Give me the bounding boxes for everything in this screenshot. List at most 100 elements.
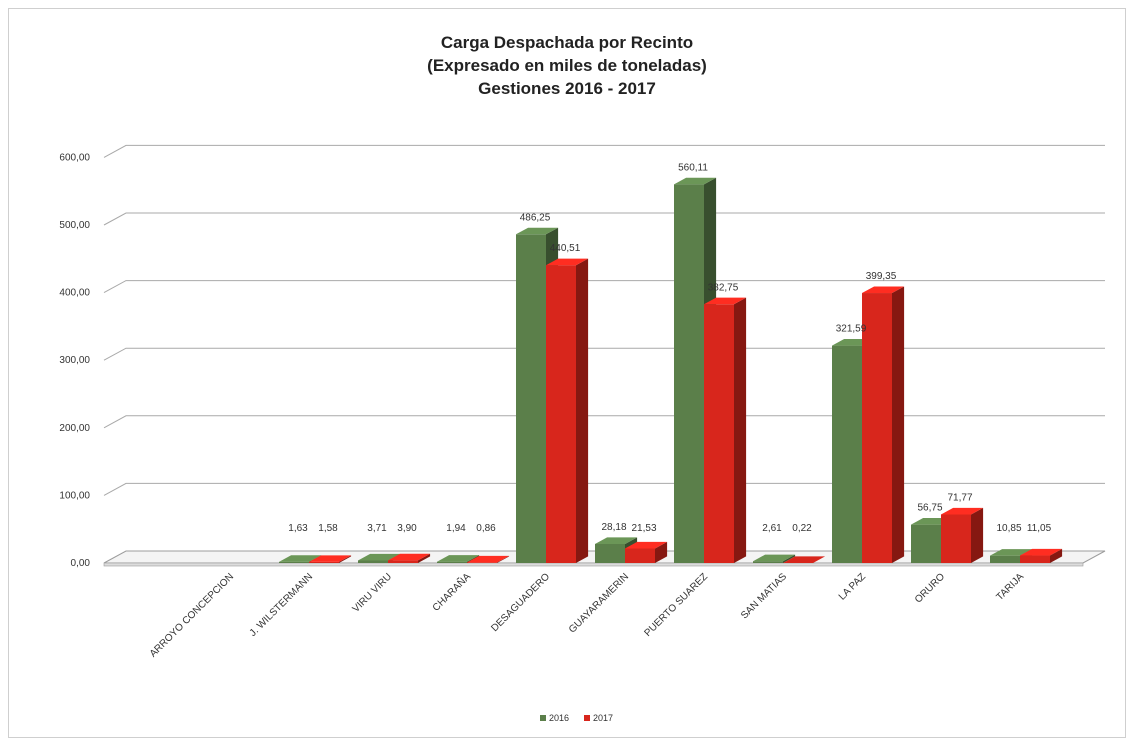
y-tick-label: 600,00 bbox=[59, 152, 90, 163]
chart-title-line-2: (Expresado en miles de toneladas) bbox=[427, 56, 707, 75]
bar bbox=[862, 286, 905, 563]
bar-front bbox=[625, 548, 655, 563]
data-label: 1,94 bbox=[446, 523, 466, 534]
y-tick-label: 300,00 bbox=[59, 355, 90, 366]
data-labels: 1,63 1,58 3,71 3,90 1,94 0,86 486,25 440,51 28,1… bbox=[288, 162, 1051, 534]
data-label: 11,05 bbox=[1027, 523, 1052, 534]
bar-front bbox=[546, 265, 576, 563]
data-label: 321,59 bbox=[836, 324, 867, 335]
bar-front bbox=[753, 561, 783, 563]
bar-top bbox=[704, 297, 747, 305]
bar-top bbox=[546, 258, 589, 266]
data-label: 440,51 bbox=[550, 243, 581, 254]
bar-top bbox=[467, 555, 510, 563]
data-label: 28,18 bbox=[601, 522, 626, 533]
chart-title-line-1: Carga Despachada por Recinto bbox=[440, 33, 694, 52]
bar-top bbox=[990, 549, 1033, 556]
bar-side bbox=[576, 258, 589, 563]
bar bbox=[546, 258, 589, 563]
category-label: SAN MATIAS bbox=[739, 571, 789, 621]
bar-front bbox=[358, 560, 388, 563]
data-label: 486,25 bbox=[520, 212, 551, 223]
data-label: 56,75 bbox=[917, 503, 942, 514]
data-label: 1,58 bbox=[318, 523, 338, 534]
category-label: J. WILSTERMANN bbox=[248, 571, 315, 638]
bar-front bbox=[941, 514, 971, 563]
bar-top bbox=[862, 286, 905, 294]
bar-front bbox=[388, 560, 418, 563]
y-tick-label: 200,00 bbox=[59, 423, 90, 434]
chart-floor-edge bbox=[103, 562, 1084, 567]
category-label: GUAYARAMERIN bbox=[567, 571, 631, 635]
bar-top bbox=[309, 555, 352, 562]
chart-title-line-3: Gestiones 2016 - 2017 bbox=[478, 79, 656, 98]
data-label: 399,35 bbox=[866, 271, 897, 282]
legend-label: 2016 bbox=[549, 713, 569, 723]
bar-front bbox=[516, 234, 546, 564]
data-label: 0,22 bbox=[792, 523, 812, 534]
bar bbox=[753, 554, 796, 563]
bar-front bbox=[279, 561, 309, 563]
category-label: ARROYO CONCEPCION bbox=[148, 571, 236, 659]
data-label: 3,90 bbox=[397, 523, 417, 534]
bar bbox=[783, 556, 826, 563]
bar-front bbox=[595, 543, 625, 563]
y-tick-label: 100,00 bbox=[59, 490, 90, 501]
gridline bbox=[103, 415, 1105, 429]
bar bbox=[467, 555, 510, 563]
legend: 2016 2017 bbox=[540, 713, 613, 723]
legend-label: 2017 bbox=[593, 713, 613, 723]
gridline bbox=[103, 144, 1105, 158]
data-label: 10,85 bbox=[996, 523, 1021, 534]
bar-top bbox=[753, 554, 796, 562]
bar-front bbox=[309, 561, 339, 563]
bar-top bbox=[625, 541, 668, 549]
bar-top bbox=[388, 553, 431, 561]
bar-front bbox=[704, 304, 734, 563]
category-label: PUERTO SUAREZ bbox=[642, 571, 710, 639]
bar-top bbox=[358, 553, 401, 561]
data-label: 0,86 bbox=[476, 523, 496, 534]
gridline bbox=[103, 212, 1105, 226]
bar bbox=[941, 507, 984, 563]
bar-front bbox=[467, 562, 497, 563]
bar-side bbox=[734, 297, 747, 563]
gridline bbox=[103, 482, 1105, 496]
legend-swatch bbox=[540, 715, 546, 721]
bar-side bbox=[655, 541, 668, 563]
bars bbox=[279, 177, 1063, 564]
bar-side bbox=[971, 507, 984, 563]
bar-front bbox=[437, 561, 467, 563]
bar-side bbox=[892, 286, 905, 563]
gridlines bbox=[103, 144, 1105, 496]
bar-top bbox=[279, 555, 322, 562]
bar-front bbox=[1020, 555, 1050, 563]
data-label: 3,71 bbox=[367, 523, 387, 534]
data-label: 21,53 bbox=[631, 523, 656, 534]
legend-swatch bbox=[584, 715, 590, 721]
y-tick-label: 500,00 bbox=[59, 220, 90, 231]
bar-front bbox=[674, 184, 704, 563]
data-label: 382,75 bbox=[708, 282, 739, 293]
category-label: TARIJA bbox=[995, 571, 1027, 603]
bar-top bbox=[783, 556, 826, 563]
bar-front bbox=[832, 345, 862, 563]
bar-front bbox=[990, 555, 1020, 563]
data-label: 560,11 bbox=[678, 162, 708, 173]
category-label: LA PAZ bbox=[837, 571, 868, 602]
bar bbox=[1020, 548, 1063, 563]
gridline bbox=[103, 347, 1105, 361]
bar-side bbox=[339, 555, 352, 563]
bar-front bbox=[862, 293, 892, 563]
bar-top bbox=[516, 227, 559, 235]
data-label: 2,61 bbox=[762, 523, 782, 534]
chart-title: Carga Despachada por Recinto (Expresado … bbox=[9, 31, 1125, 100]
bar-top bbox=[1020, 548, 1063, 556]
bar-side bbox=[783, 554, 796, 563]
bar-front bbox=[911, 524, 941, 563]
y-tick-label: 0,00 bbox=[71, 558, 91, 569]
y-axis: 0,00 100,00 200,00 300,00 400,00 500,00 600,00 bbox=[59, 152, 90, 569]
data-label: 1,63 bbox=[288, 523, 308, 534]
category-label: CHARAÑA bbox=[429, 570, 473, 614]
bar-side bbox=[1050, 548, 1063, 563]
